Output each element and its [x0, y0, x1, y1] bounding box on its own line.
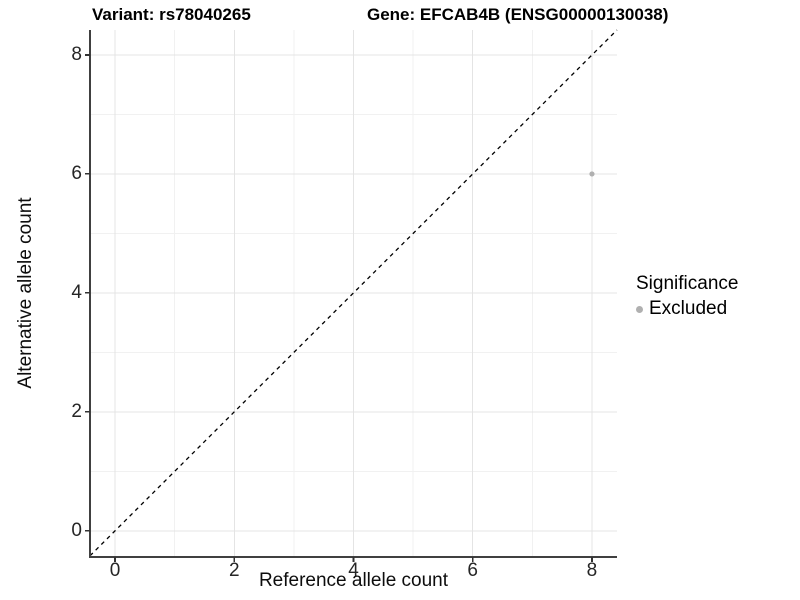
x-tick-label: 6: [467, 560, 479, 581]
x-tick-label: 0: [109, 560, 121, 581]
y-tick-label: 2: [71, 401, 82, 423]
legend-item-label: Excluded: [649, 298, 728, 319]
x-tick-label: 8: [586, 560, 598, 581]
y-tick-label: 8: [71, 44, 82, 66]
plot-title-gene: Gene: EFCAB4B (ENSG00000130038): [367, 5, 669, 24]
data-point: [589, 171, 595, 177]
y-axis-title: Alternative allele count: [15, 197, 36, 389]
plot-title-variant: Variant: rs78040265: [92, 5, 251, 24]
y-tick-label: 4: [71, 282, 82, 304]
y-tick-label: 0: [71, 520, 82, 542]
legend-point-icon: [636, 305, 643, 313]
legend-title: Significance: [636, 273, 739, 294]
x-tick-label: 4: [348, 560, 359, 581]
y-tick-label: 6: [71, 163, 82, 185]
x-tick-label: 2: [228, 560, 240, 581]
x-axis-title: Reference allele count: [258, 570, 449, 591]
legend-item-excluded: Excluded: [636, 298, 738, 320]
legend: Significance Excluded: [636, 273, 738, 320]
